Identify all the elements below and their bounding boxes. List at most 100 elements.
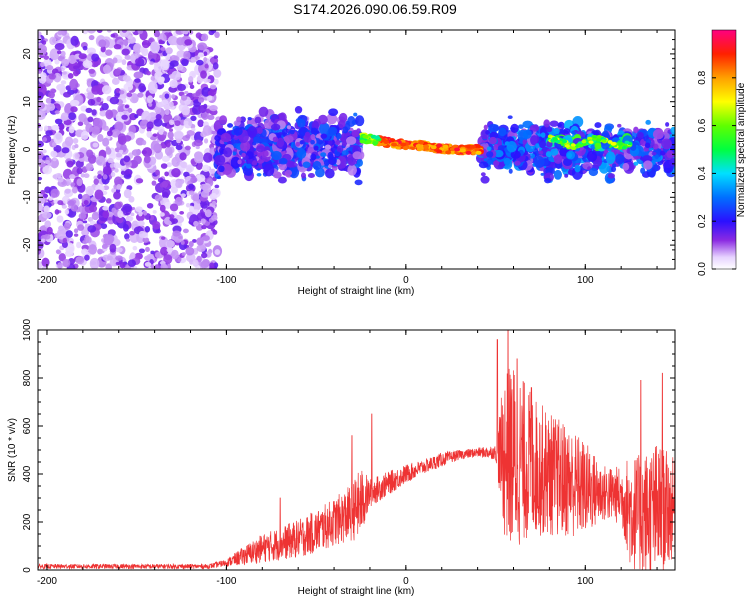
y-tick-label: 600: [22, 417, 33, 434]
spectrogram-cell: [40, 238, 46, 243]
snr-y-axis-label: SNR (10 * v/v): [7, 418, 18, 482]
spectrogram-trace-cell: [570, 146, 576, 150]
spectrogram-cell: [72, 65, 79, 70]
spectrogram-cell: [633, 161, 639, 166]
spectrogram-cell: [201, 164, 210, 172]
spectrogram-cell: [101, 244, 108, 249]
spectrogram-cell: [188, 240, 194, 248]
spectrogram-cell: [38, 140, 45, 148]
spectrogram-cell: [286, 125, 292, 130]
spectrogram-cell: [154, 105, 162, 114]
spectrogram-cell: [109, 96, 120, 105]
spectrogram-cell: [278, 163, 287, 171]
spectrogram-cell: [197, 97, 205, 103]
spectrogram-cell: [213, 262, 219, 269]
spectrogram-cell: [60, 50, 66, 57]
spectrogram-cell: [310, 127, 318, 136]
spectrogram-cell: [510, 150, 521, 159]
x-tick-label: -200: [37, 576, 57, 587]
spectrogram-cell: [73, 70, 80, 77]
spectrogram-cell: [169, 203, 179, 212]
x-tick-label: -100: [216, 576, 236, 587]
spectrogram-cell: [82, 59, 93, 69]
spectrogram-cell: [651, 160, 656, 166]
spectrogram-cell: [170, 186, 179, 194]
spectrogram-cell: [161, 180, 168, 188]
spectrogram-cell: [164, 93, 170, 99]
spectrogram-cell: [102, 210, 110, 219]
snr-line: [38, 330, 675, 570]
spectrogram-cell: [184, 39, 193, 46]
spectrogram-cell: [493, 143, 499, 151]
spectrogram-cell: [180, 193, 186, 198]
spectrogram-cell: [122, 39, 129, 47]
spectrogram-cell: [46, 65, 54, 71]
spectrogram-cell: [83, 200, 89, 206]
spectrogram-cell: [180, 161, 188, 169]
spectrogram-cell: [105, 198, 112, 204]
spectrogram-cell: [538, 140, 547, 149]
spectrogram-cell: [85, 107, 93, 114]
spectrogram-band-cell: [416, 147, 423, 152]
spectrogram-cell: [120, 170, 126, 176]
spectrogram-cell: [219, 115, 228, 126]
spectrogram-cell: [533, 155, 545, 168]
spectrogram-cell: [91, 125, 100, 135]
spectrogram-cell: [237, 159, 242, 165]
spectrogram-cell: [42, 137, 48, 142]
spectrogram-cell: [102, 205, 109, 211]
spectrogram-cell: [517, 124, 524, 129]
spectrogram-cell: [38, 75, 47, 84]
spectrogram-cell: [492, 124, 500, 132]
spectrogram-cell: [553, 169, 562, 180]
y-tick-label: 400: [22, 465, 33, 482]
spectrogram-cell: [652, 129, 664, 140]
spectrogram-cell: [61, 204, 67, 209]
spectrogram-band-cell: [423, 144, 430, 149]
spectrogram-band-cell: [362, 134, 369, 139]
spectrogram-cell: [207, 114, 215, 121]
spectrogram-trace-cell: [607, 140, 613, 144]
spectrogram-cell: [310, 153, 317, 161]
spectrogram-cell: [480, 175, 490, 184]
spectrogram-cell: [544, 178, 552, 184]
spectrogram-cell: [115, 261, 121, 266]
spectrogram-cell: [645, 142, 651, 149]
spectrogram-cell: [324, 168, 335, 179]
spectrogram-cell: [196, 237, 204, 246]
spectrogram-cell: [607, 173, 615, 179]
spectrogram-cell: [256, 172, 262, 177]
spectrogram-cell: [88, 34, 95, 41]
spectrogram-cell: [523, 129, 532, 139]
spectrogram-cell: [221, 163, 233, 175]
spectrogram-band-cell: [475, 150, 482, 155]
spectrogram-cell: [210, 30, 217, 34]
spectrogram-cell: [106, 130, 113, 137]
spectrogram-cell: [192, 93, 197, 98]
spectrogram-cell: [188, 183, 195, 190]
spectrogram-cell: [53, 145, 62, 153]
spectrogram-cell: [76, 241, 82, 249]
spectrogram-cell: [190, 176, 198, 183]
spectrogram-band-cell: [374, 135, 381, 140]
spectrogram-cell: [188, 190, 195, 196]
spectrogram-cell: [277, 176, 287, 184]
spectrogram-cell: [137, 30, 144, 35]
spectrogram-cell: [326, 113, 338, 125]
spectrogram-cell: [503, 157, 511, 166]
spectrogram-cell: [319, 122, 330, 136]
spectrogram-cell: [42, 165, 53, 175]
spectrogram-cell: [50, 188, 60, 198]
spectrogram-cell: [271, 150, 282, 161]
spectrogram-cell: [127, 35, 134, 40]
spectrogram-cell: [126, 92, 133, 98]
spectrogram-cell: [169, 137, 174, 141]
spectrogram-cell: [198, 105, 207, 114]
spectrogram-cell: [320, 133, 328, 139]
spectrogram-cell: [91, 85, 101, 95]
spectrogram-cell: [191, 127, 196, 132]
spectrogram-cell: [119, 30, 129, 38]
spectrogram-cell: [147, 81, 158, 94]
colorbar-gradient: [711, 29, 737, 270]
spectrogram-cell: [138, 83, 146, 93]
